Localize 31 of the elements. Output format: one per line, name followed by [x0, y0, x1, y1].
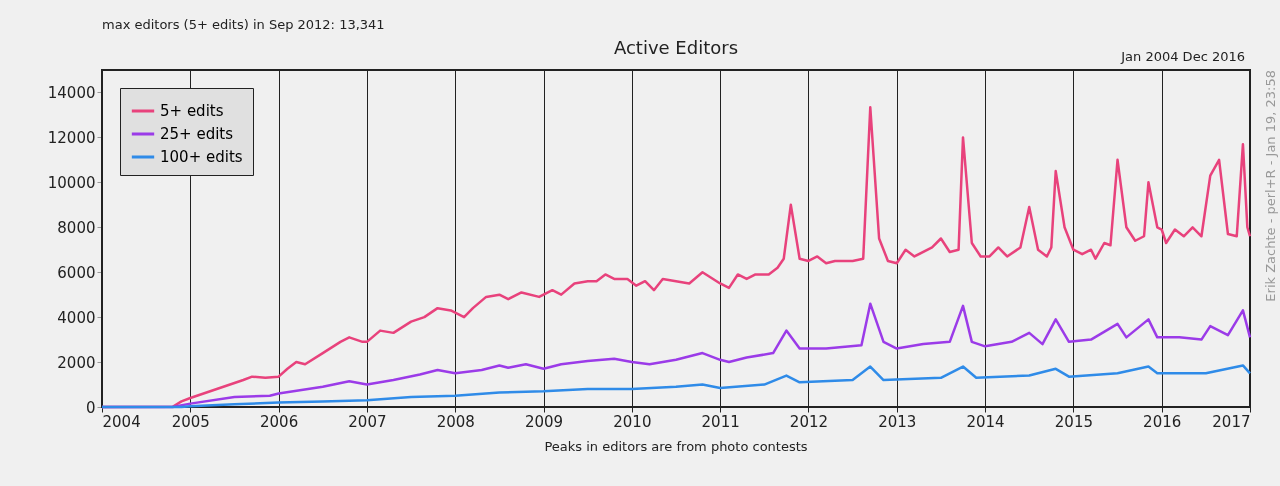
x-tick-label: 2008 — [436, 412, 475, 431]
text: Jan 2004 Dec 2016 — [1120, 49, 1245, 64]
y-tick-label: 4000 — [57, 308, 96, 327]
y-tick-label: 8000 — [57, 218, 96, 237]
legend-label: 100+ edits — [160, 148, 243, 166]
chart-title: Active Editors — [613, 37, 739, 58]
x-tick-label: 2005 — [171, 412, 210, 431]
x-tick-label: 2013 — [878, 412, 917, 431]
x-tick-label: 2004 — [102, 412, 141, 431]
y-tick-label: 10000 — [47, 173, 96, 192]
x-tick-label: 2006 — [260, 412, 299, 431]
x-tick-label: 2016 — [1143, 412, 1182, 431]
legend-label: 25+ edits — [160, 125, 234, 143]
line-series — [100, 364, 1252, 409]
x-tick-label: 2015 — [1054, 412, 1093, 431]
text: max editors (5+ edits) in Sep 2012: 13,341 — [102, 17, 385, 32]
text: Peaks in editors are from photo contests — [544, 439, 808, 454]
y-tick-label: 6000 — [57, 263, 96, 282]
x-tick-label: 2007 — [348, 412, 387, 431]
x-tick-label: 2010 — [613, 412, 652, 431]
x-tick-label: 2017 — [1212, 412, 1251, 431]
x-tick-label: 2012 — [789, 412, 829, 431]
x-tick-label: 2011 — [701, 412, 740, 431]
text: Erik Zachte - perl+R - Jan 19, 23:58 — [1263, 70, 1278, 302]
legend-label: 5+ edits — [160, 102, 224, 120]
y-tick-label: 12000 — [47, 128, 96, 147]
y-tick-label: 14000 — [47, 83, 96, 102]
y-tick-label: 2000 — [57, 353, 96, 372]
y-tick-label: 0 — [85, 398, 96, 417]
x-tick-label: 2009 — [524, 412, 564, 431]
x-tick-label: 2014 — [966, 412, 1005, 431]
